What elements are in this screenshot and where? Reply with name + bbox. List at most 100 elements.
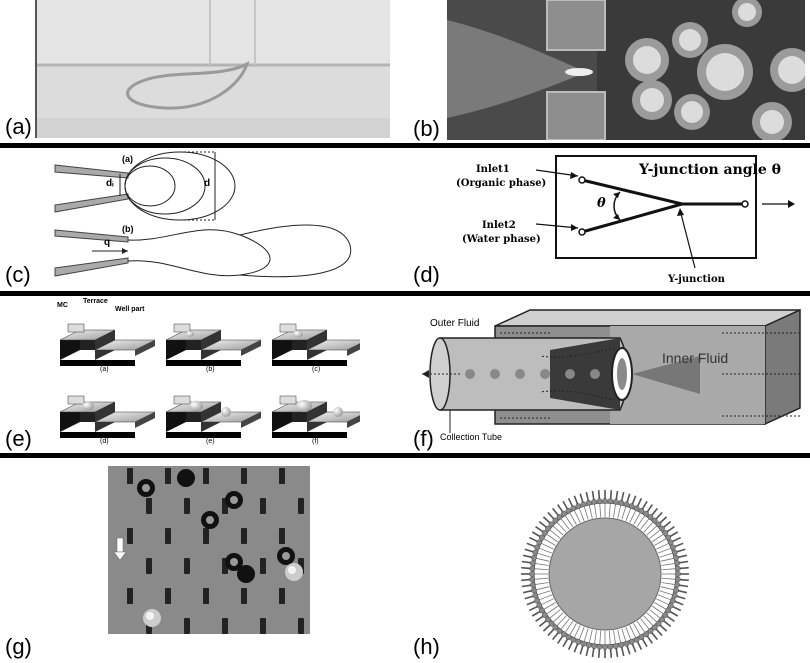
head-group — [662, 530, 669, 536]
flow-arrow — [113, 537, 127, 561]
head-group — [538, 534, 545, 541]
head-group — [538, 607, 545, 614]
head-group — [596, 643, 603, 650]
head-group — [618, 499, 625, 506]
panel-d-inlet1-phase: (Organic phase) — [456, 178, 547, 189]
pillar — [127, 468, 133, 484]
pillar — [146, 498, 152, 514]
head-group — [570, 636, 577, 643]
head-group — [607, 498, 614, 505]
head-group — [529, 560, 536, 566]
head-group — [575, 503, 582, 509]
head-group — [674, 565, 681, 572]
head-group — [671, 549, 678, 556]
head-group — [602, 498, 608, 504]
head-group — [585, 642, 592, 649]
pillar — [279, 528, 285, 544]
divider-3 — [0, 453, 810, 458]
panel-c-label: (c) — [5, 262, 31, 287]
head-group — [633, 636, 640, 643]
head-group — [529, 582, 536, 588]
pillar — [260, 498, 266, 514]
panel-d-yjunction: Y-junction — [668, 274, 725, 285]
panel-f-svg — [422, 308, 801, 433]
head-group — [548, 521, 555, 528]
pillar — [203, 468, 209, 484]
pillar — [127, 588, 133, 604]
pillar — [222, 618, 228, 634]
head-group — [643, 631, 649, 638]
panel-c-svg — [54, 151, 352, 278]
panel-b-photo — [447, 0, 805, 140]
pillar — [279, 588, 285, 604]
panel-f-inner: Inner Fluid — [662, 350, 729, 366]
head-group — [534, 597, 540, 604]
head-group — [662, 612, 669, 618]
panel-g-svg — [108, 466, 310, 634]
panel-d-inlet2: Inlet2 — [482, 220, 516, 231]
head-group — [591, 643, 597, 650]
panel-h-svg — [521, 490, 689, 658]
head-group — [673, 587, 680, 594]
head-group — [673, 554, 680, 561]
head-group — [638, 634, 645, 641]
pillar — [165, 528, 171, 544]
terrace-block — [271, 395, 360, 438]
head-group — [607, 643, 614, 650]
head-group — [580, 501, 587, 508]
head-group — [565, 634, 572, 641]
panel-e-diagram: MC Terrace Well part (a) (b) (c) (d) (e)… — [55, 298, 360, 448]
panel-f-diagram: Outer Fluid Inner Fluid Collection Tube — [420, 298, 805, 448]
pillar — [203, 588, 209, 604]
head-group — [643, 510, 649, 517]
head-group — [628, 503, 635, 509]
panel-a-image — [35, 0, 390, 138]
head-group — [532, 549, 539, 556]
head-group — [529, 571, 535, 577]
panel-a-photo — [35, 0, 390, 138]
head-group — [674, 576, 681, 583]
terrace-block — [59, 323, 156, 366]
pillar — [260, 618, 266, 634]
head-group — [552, 624, 559, 631]
head-group — [536, 539, 543, 546]
droplet — [177, 469, 195, 487]
head-group — [529, 565, 536, 572]
head-group — [565, 507, 572, 514]
panel-e-label: (e) — [5, 426, 32, 451]
panel-g-label: (g) — [5, 634, 32, 659]
pillar — [184, 498, 190, 514]
panel-c-d-label: d — [204, 178, 211, 189]
head-group — [532, 592, 539, 599]
panel-d-inlet1: Inlet1 — [476, 164, 510, 175]
divider-2 — [0, 291, 810, 296]
head-group — [530, 587, 537, 594]
panel-h-diagram — [515, 486, 695, 662]
head-group — [623, 640, 630, 647]
head-group — [561, 510, 567, 517]
panel-d-diagram: Y-junction angle θ Inlet1 (Organic phase… — [450, 150, 805, 288]
head-group — [665, 534, 672, 541]
head-group — [556, 514, 563, 520]
head-group — [602, 644, 608, 650]
pillar — [298, 618, 304, 634]
pillar — [184, 558, 190, 574]
pillar — [241, 468, 247, 484]
pillar — [165, 468, 171, 484]
terrace-block — [271, 323, 360, 366]
panel-d-svg — [535, 155, 795, 269]
panel-e-step-c: (c) — [312, 366, 321, 373]
head-group — [541, 612, 548, 618]
head-group — [541, 530, 548, 536]
head-group — [670, 544, 676, 551]
panel-f-label: (f) — [413, 426, 434, 451]
head-group — [651, 624, 658, 631]
pillar — [241, 528, 247, 544]
pillar — [241, 588, 247, 604]
terrace-block — [165, 395, 262, 438]
pillar — [165, 588, 171, 604]
head-group — [545, 525, 551, 532]
panel-c-sub-a: (a) — [122, 154, 133, 164]
head-group — [670, 597, 676, 604]
head-group — [585, 499, 592, 506]
